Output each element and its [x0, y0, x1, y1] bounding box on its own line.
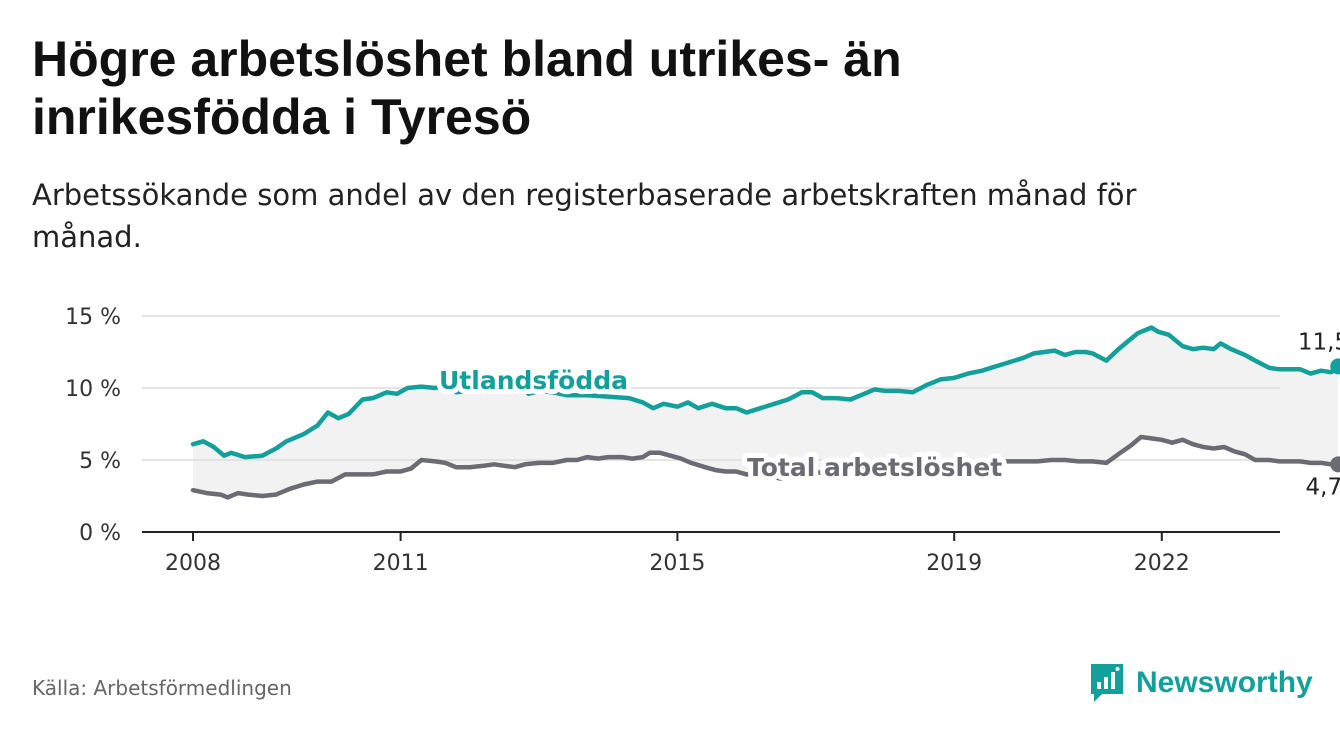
newsworthy-logo-icon — [1091, 664, 1123, 702]
y-axis-ticks: 0 % 5 % 10 % 15 % — [65, 305, 121, 546]
end-value-utlandsfodda: 11,5 % — [1298, 329, 1340, 355]
end-value-total: 4,7 % — [1306, 474, 1340, 500]
band-area — [193, 327, 1339, 498]
x-axis-ticks: 2008 2011 2015 2019 2022 — [165, 532, 1190, 576]
chart-title: Högre arbetslöshet bland utrikes- än inr… — [32, 31, 902, 145]
x-tick-label: 2008 — [165, 551, 221, 576]
x-tick-label: 2022 — [1134, 551, 1190, 576]
x-tick-label: 2011 — [373, 551, 429, 576]
series-label-total: Total arbetslöshet — [747, 453, 1002, 482]
series-labels: Utlandsfödda Total arbetslöshet 11,5 % 4,7 … — [434, 329, 1340, 500]
y-tick-label: 10 % — [65, 377, 121, 402]
series-lines — [190, 325, 1340, 500]
end-marker-total — [1330, 456, 1340, 473]
y-tick-label: 0 % — [79, 521, 121, 546]
y-tick-label: 5 % — [79, 449, 121, 474]
x-tick-label: 2019 — [926, 551, 982, 576]
brand-name: Newsworthy — [1136, 666, 1313, 699]
end-marker-utlandsfodda — [1330, 358, 1340, 375]
series-line-utlandsfodda — [190, 325, 1340, 460]
range-band — [193, 327, 1339, 498]
line-chart: 0 % 5 % 10 % 15 % 2008 2011 2015 2019 2022 Utla… — [65, 305, 1340, 576]
series-line-total — [190, 434, 1340, 500]
chart-subtitle: Arbetssökande som andel av den registerb… — [32, 178, 1137, 254]
brand-mark[interactable]: Newsworthy — [1088, 660, 1313, 706]
series-label-utlandsfodda: Utlandsfödda — [439, 366, 628, 395]
source-note: Källa: Arbetsförmedlingen — [32, 676, 292, 700]
x-tick-label: 2015 — [649, 551, 705, 576]
y-tick-label: 15 % — [65, 305, 121, 330]
